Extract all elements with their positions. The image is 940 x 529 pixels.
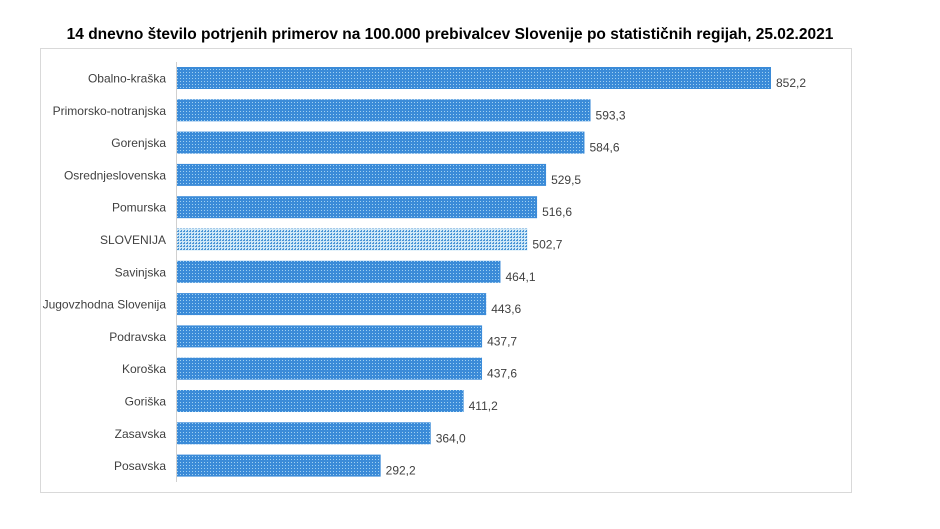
data-label: 584,6 bbox=[589, 141, 619, 155]
bar bbox=[177, 422, 431, 445]
category-label: Primorsko-notranjska bbox=[53, 104, 167, 118]
data-label: 411,2 bbox=[469, 399, 498, 413]
category-label: SLOVENIJA bbox=[100, 233, 166, 247]
data-label: 364,0 bbox=[436, 431, 466, 445]
bar bbox=[177, 357, 483, 380]
category-label: Podravska bbox=[109, 330, 166, 344]
category-label: Osrednjeslovenska bbox=[64, 168, 166, 182]
bar bbox=[177, 454, 381, 477]
data-label: 292,2 bbox=[386, 464, 416, 478]
data-label: 443,6 bbox=[491, 302, 521, 316]
category-label: Posavska bbox=[114, 459, 166, 473]
category-label: Koroška bbox=[122, 362, 166, 376]
bar bbox=[177, 67, 771, 89]
bar bbox=[177, 99, 591, 122]
data-label: 464,1 bbox=[505, 270, 535, 284]
category-label: Pomurska bbox=[112, 201, 166, 215]
category-label: Obalno-kraška bbox=[88, 72, 166, 86]
data-label: 437,7 bbox=[487, 334, 517, 348]
bar bbox=[177, 131, 585, 154]
data-label: 593,3 bbox=[596, 108, 626, 122]
bar bbox=[177, 390, 464, 412]
category-label: Jugovzhodna Slovenija bbox=[43, 298, 167, 312]
data-label: 502,7 bbox=[532, 238, 562, 252]
data-label: 529,5 bbox=[551, 173, 581, 187]
chart-title: 14 dnevno število potrjenih primerov na … bbox=[66, 26, 834, 43]
bar bbox=[177, 196, 538, 219]
bar bbox=[177, 260, 501, 283]
bar bbox=[177, 228, 528, 251]
category-label: Goriška bbox=[125, 395, 167, 409]
data-label: 852,2 bbox=[776, 76, 806, 90]
data-label: 437,6 bbox=[487, 367, 517, 381]
bar bbox=[177, 293, 487, 316]
category-label: Savinjska bbox=[115, 265, 167, 279]
category-label: Zasavska bbox=[115, 427, 167, 441]
bar bbox=[177, 325, 483, 348]
category-label: Gorenjska bbox=[111, 136, 166, 150]
data-label: 516,6 bbox=[542, 205, 572, 219]
bar bbox=[177, 163, 547, 186]
